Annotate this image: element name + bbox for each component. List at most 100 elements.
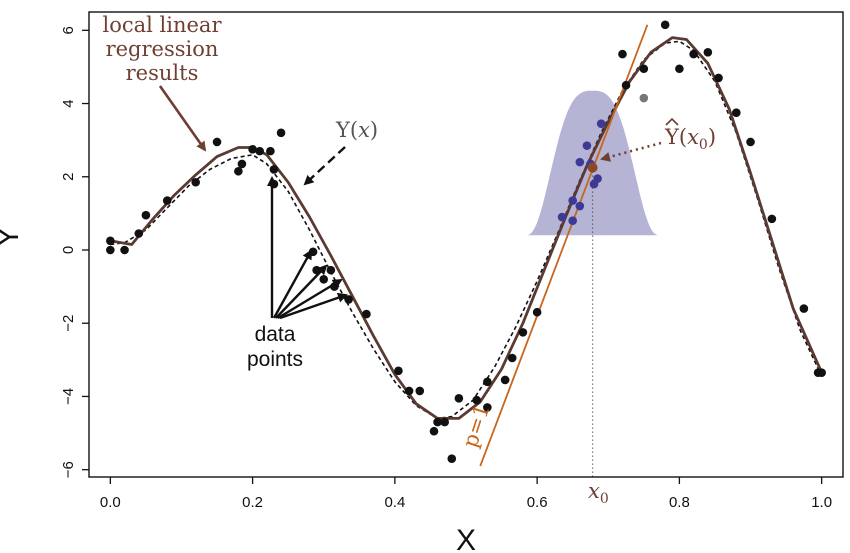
true-function-label: Y(x) — [335, 118, 378, 142]
data-point-41 — [660, 20, 670, 30]
data-point-2 — [120, 245, 129, 255]
data-point-6 — [191, 177, 200, 187]
x-tick-label-2: 0.4 — [384, 494, 405, 511]
data-point-13 — [269, 165, 279, 174]
gray-data-point — [639, 93, 649, 103]
local-data-point-3 — [575, 201, 585, 211]
estimate-arg-subscript: 0 — [699, 137, 708, 153]
data-point-36 — [518, 328, 528, 337]
data-point-30 — [454, 393, 464, 403]
data-points-label-line-2: points — [247, 348, 303, 371]
curve-layer — [110, 24, 823, 467]
data-point-47 — [746, 137, 755, 147]
llr-label-line-1: local linear — [103, 13, 223, 37]
data-point-8 — [234, 166, 243, 176]
data-point-32 — [483, 377, 492, 387]
data-points-arrow-5 — [279, 292, 348, 320]
local-data-point-2 — [568, 216, 577, 226]
data-point-27 — [433, 417, 442, 427]
estimate-symbol: Y — [664, 125, 680, 149]
llr-label-arrow — [158, 85, 207, 152]
y-tick-label-5: 4 — [60, 99, 77, 107]
x-tick-label-1: 0.2 — [242, 494, 263, 511]
data-point-37 — [532, 307, 542, 317]
x0-label: x0 — [588, 479, 609, 507]
x-tick-label-5: 1.0 — [811, 494, 832, 511]
x0-label-subscript: 0 — [600, 491, 609, 507]
local-data-point-8 — [593, 174, 602, 183]
x-tick-label-3: 0.6 — [527, 494, 548, 511]
data-point-33 — [483, 403, 492, 412]
data-point-42 — [675, 64, 684, 74]
true-function-open-paren: ( — [350, 118, 358, 142]
data-point-15 — [276, 128, 286, 138]
data-point-40 — [639, 64, 649, 74]
data-point-51 — [817, 368, 826, 377]
estimate-arrow — [600, 141, 662, 162]
true-function-annotation: Y(x) — [303, 118, 378, 186]
data-point-11 — [255, 146, 265, 156]
data-point-12 — [266, 146, 275, 156]
data-point-18 — [319, 274, 329, 284]
data-point-3 — [134, 229, 144, 238]
data-point-5 — [162, 196, 172, 205]
llr-curve — [110, 36, 823, 420]
true-function-curve — [110, 40, 823, 420]
data-point-46 — [732, 108, 741, 117]
data-point-1 — [106, 245, 115, 255]
estimate-arg: x — [687, 125, 699, 149]
data-point-39 — [621, 80, 631, 90]
data-point-38 — [618, 49, 627, 59]
local-data-point-4 — [575, 157, 585, 167]
local-data-point-5 — [582, 141, 592, 150]
data-point-22 — [362, 309, 371, 319]
data-point-24 — [404, 386, 414, 396]
true-function-arrow — [303, 146, 346, 186]
data-points-arrow-2 — [272, 249, 313, 319]
data-point-10 — [248, 145, 257, 154]
data-point-7 — [212, 137, 222, 147]
data-point-29 — [447, 454, 457, 463]
data-point-28 — [440, 417, 449, 427]
y-tick-label-2: −2 — [60, 315, 77, 332]
llr-label-line-3: results — [126, 61, 199, 85]
data-point-44 — [703, 47, 713, 57]
local-data-point-0 — [557, 212, 567, 222]
data-point-49 — [799, 304, 809, 313]
axes-layer: 0.0 0.2 0.4 0.6 0.8 1.0 −6 −4 −2 0 2 4 6 — [60, 26, 832, 511]
x0-annotation: x0 — [588, 167, 609, 507]
true-function-arg: x — [358, 118, 370, 142]
estimate-close-paren: ) — [708, 125, 716, 149]
data-point-26 — [429, 426, 439, 436]
data-point-45 — [714, 73, 723, 83]
data-point-21 — [344, 295, 353, 304]
y-tick-label-0: −6 — [60, 461, 77, 478]
y-tick-label-6: 6 — [60, 26, 77, 34]
data-points-label-line-1: data — [255, 323, 296, 346]
data-point-19 — [326, 265, 336, 275]
y-tick-label-4: 2 — [60, 173, 77, 181]
data-point-23 — [394, 366, 403, 376]
y-axis-title: Y — [0, 227, 25, 247]
y-tick-label-3: 0 — [60, 246, 77, 254]
local-data-point-9 — [596, 119, 606, 128]
local-linear-fit-line — [479, 24, 649, 467]
y-tick-label-1: −4 — [60, 388, 77, 405]
estimate-annotation: Y(x0) — [600, 117, 716, 162]
data-point-34 — [500, 375, 510, 385]
data-point-48 — [767, 214, 777, 224]
data-points-layer — [106, 20, 826, 463]
x0-label-symbol: x — [588, 479, 600, 503]
true-function-close-paren: ) — [370, 118, 378, 142]
x-tick-label-0: 0.0 — [100, 494, 121, 511]
data-point-4 — [141, 210, 151, 220]
true-function-symbol: Y — [335, 118, 351, 142]
x-tick-label-4: 0.8 — [669, 494, 690, 511]
llr-annotation: local linear regression results — [103, 13, 223, 152]
data-points-arrow-3 — [275, 264, 328, 319]
data-point-0 — [106, 236, 115, 246]
estimate-open-paren: ( — [679, 125, 687, 149]
data-points-arrow-4 — [277, 278, 343, 320]
data-point-43 — [689, 49, 698, 59]
